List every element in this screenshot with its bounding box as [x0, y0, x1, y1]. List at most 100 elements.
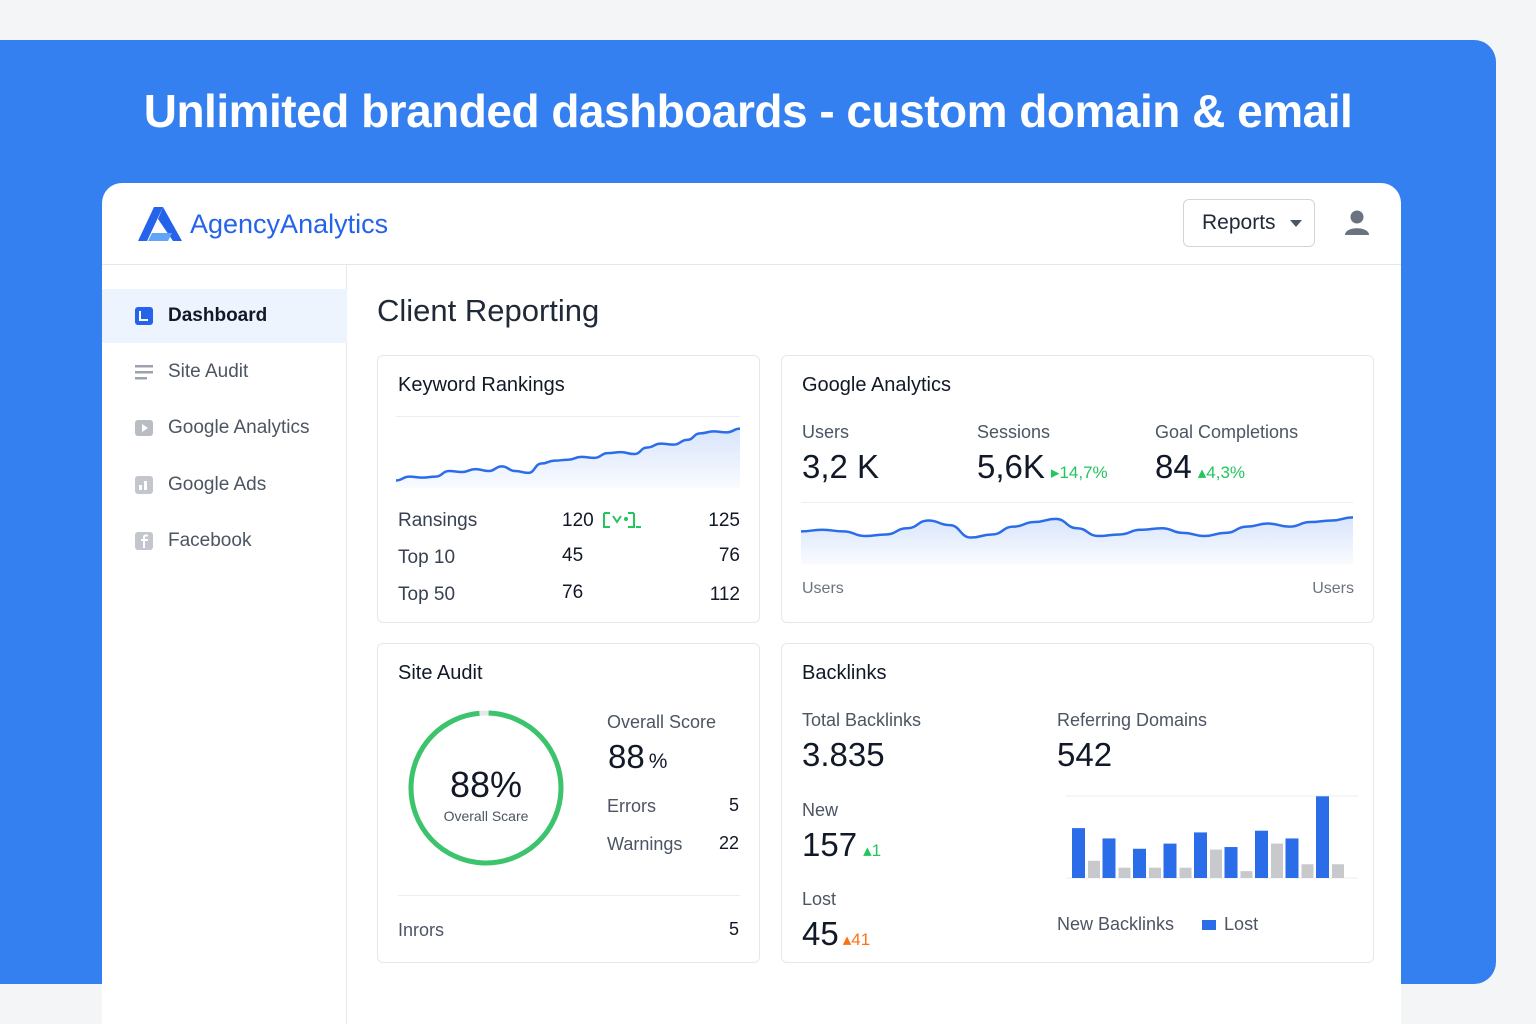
- sidebar-item-label: Google Analytics: [168, 417, 310, 438]
- hero-title: Unlimited branded dashboards - custom do…: [143, 85, 1353, 137]
- overall-score-label: Overall Score: [607, 712, 717, 732]
- warnings-label: Warnings: [607, 834, 683, 854]
- user-avatar-icon[interactable]: [1342, 207, 1372, 237]
- errors-value: 5: [728, 795, 739, 815]
- bar-lost: [1149, 867, 1161, 878]
- referring-domains-label: Referring Domains: [1057, 710, 1208, 730]
- row-value: 125: [708, 510, 740, 531]
- arrow-up-icon: ▸: [1050, 463, 1060, 482]
- card-title: Backlinks: [802, 662, 887, 684]
- google-analytics-chart: [801, 502, 1353, 564]
- new-label: New: [802, 800, 839, 820]
- series-line: [801, 516, 1353, 539]
- bar-new: [1194, 832, 1207, 878]
- sidebar-item-label: Facebook: [168, 530, 252, 551]
- footer-label: Inrors: [398, 920, 445, 940]
- sessions-value: 5,6K: [977, 448, 1045, 485]
- area-fill: [396, 428, 740, 488]
- bar-new: [1133, 848, 1146, 878]
- goals-metric: 84 ▴4,3%: [1155, 448, 1245, 486]
- lost-label: Lost: [802, 889, 837, 909]
- reports-label: Reports: [1202, 211, 1276, 234]
- bar-lost: [1301, 864, 1314, 878]
- legend-swatch-icon: [1202, 919, 1217, 930]
- row-value: 76: [562, 582, 584, 603]
- ring-value: 88%: [449, 764, 523, 805]
- score-ring: [408, 710, 564, 866]
- row-value: 45: [562, 545, 584, 566]
- total-backlinks-label: Total Backlinks: [802, 710, 922, 730]
- row-label: Ransings: [398, 510, 478, 531]
- sessions-metric: 5,6K ▸14,7%: [977, 448, 1108, 486]
- users-value: 3,2 K: [802, 448, 880, 485]
- footer-value: 5: [728, 919, 739, 939]
- bar-new: [1285, 838, 1299, 878]
- lost-value: 45: [802, 915, 839, 952]
- arrow-up-icon: ▴: [842, 930, 852, 949]
- bar-lost: [1271, 843, 1283, 878]
- overall-score-unit: %: [648, 750, 668, 773]
- brand-name: AgencyAnalytics: [190, 208, 389, 239]
- list-icon: [134, 362, 154, 382]
- x-axis-label-right: Users: [1312, 580, 1354, 597]
- bar-new: [1163, 843, 1177, 878]
- ring-label: Overall Scare: [443, 808, 529, 824]
- goals-delta: ▴4,3%: [1198, 463, 1245, 482]
- card-title: Google Analytics: [802, 374, 951, 396]
- series-line: [396, 427, 740, 482]
- new-delta-value: 1: [871, 841, 882, 860]
- bar-lost: [1210, 849, 1222, 878]
- facebook-icon: [134, 531, 154, 551]
- app-window: AgencyAnalytics Reports Dashboard Site A…: [102, 183, 1401, 1024]
- sidebar-item-dashboard[interactable]: Dashboard: [102, 289, 347, 343]
- chevron-down-icon: [1289, 219, 1302, 227]
- main-content: Client Reporting Keyword Rankings Ransin…: [347, 265, 1401, 1024]
- row-label: Top 10: [398, 547, 456, 568]
- sidebar-item-label: Google Ads: [168, 474, 267, 495]
- keyword-rankings-chart: [396, 416, 740, 488]
- ads-icon: [134, 475, 154, 495]
- x-axis-label-left: Users: [802, 580, 844, 597]
- dashboard-icon: [134, 306, 154, 326]
- new-delta: ▴1: [863, 841, 881, 860]
- sidebar: Dashboard Site Audit Google Analytics Go…: [102, 265, 347, 1024]
- arrow-up-icon: ▴: [863, 841, 872, 860]
- sidebar-item-label: Site Audit: [168, 361, 249, 382]
- card-title: Keyword Rankings: [398, 374, 565, 396]
- legend-lost: Lost: [1224, 914, 1259, 934]
- bar-lost: [1118, 867, 1131, 878]
- page-title: Client Reporting: [377, 293, 600, 328]
- card-title: Site Audit: [398, 662, 483, 684]
- bar-lost: [1179, 867, 1192, 878]
- new-value: 157: [802, 826, 858, 863]
- bar-new: [1072, 828, 1085, 878]
- arrow-up-icon: ▴: [1197, 463, 1207, 482]
- row-value: 112: [709, 584, 740, 605]
- lost-metric: 45 ▴41: [802, 915, 870, 953]
- sessions-delta-value: 14,7%: [1059, 463, 1108, 482]
- legend-new: New Backlinks: [1057, 914, 1175, 934]
- google-analytics-card: Google Analytics Users 3,2 K Sessions 5,…: [781, 355, 1374, 623]
- sidebar-item-site-audit[interactable]: Site Audit: [102, 345, 347, 399]
- bar-lost: [1332, 864, 1344, 878]
- sidebar-item-google-analytics[interactable]: Google Analytics: [102, 401, 347, 455]
- goals-delta-value: 4,3%: [1206, 463, 1246, 482]
- sidebar-item-facebook[interactable]: Facebook: [102, 514, 347, 568]
- brand-logo[interactable]: AgencyAnalytics: [138, 207, 388, 241]
- backlinks-card: Backlinks Total Backlinks 3.835 Referrin…: [781, 643, 1374, 963]
- sidebar-item-google-ads[interactable]: Google Ads: [102, 458, 347, 512]
- row-label: Top 50: [398, 584, 456, 605]
- bar-new: [1316, 796, 1329, 878]
- bar-new: [1255, 830, 1268, 878]
- score-ring-arc: [408, 710, 564, 866]
- keyword-rankings-card: Keyword Rankings Ransings 120 125 Top 10…: [377, 355, 760, 623]
- total-backlinks-value: 3.835: [802, 736, 885, 773]
- top-bar: AgencyAnalytics Reports: [102, 183, 1401, 265]
- users-label: Users: [802, 422, 850, 442]
- sessions-delta: ▸14,7%: [1051, 463, 1108, 482]
- sessions-label: Sessions: [977, 422, 1051, 442]
- bar-new: [1224, 847, 1238, 878]
- errors-label: Errors: [607, 796, 656, 816]
- sidebar-item-label: Dashboard: [168, 305, 268, 326]
- reports-dropdown[interactable]: Reports: [1183, 199, 1315, 247]
